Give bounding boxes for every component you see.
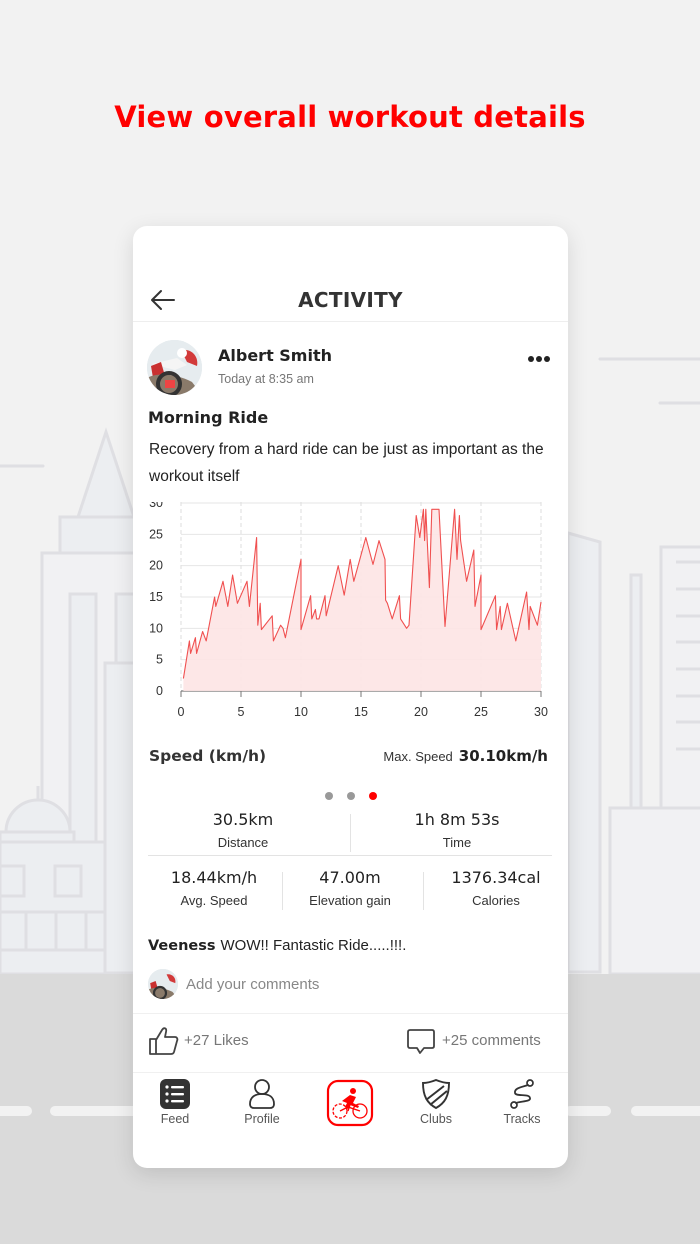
svg-text:0: 0 [178, 705, 185, 719]
comment-author[interactable]: Veeness [148, 938, 216, 954]
pager-dot-2[interactable] [346, 792, 355, 800]
add-comment-input[interactable] [186, 971, 546, 997]
max-speed-value: 30.10km/h [458, 747, 548, 765]
stat-label: Avg. Speed [180, 893, 248, 908]
stat-label: Distance [217, 835, 269, 850]
tab-record-activity[interactable] [315, 1076, 385, 1136]
tab-label: Tracks [503, 1112, 541, 1126]
divider [350, 814, 351, 852]
person-icon [249, 1079, 275, 1109]
carousel-pager [133, 787, 568, 800]
stat-elevation-gain: 47.00m Elevation gain [284, 868, 416, 908]
svg-text:30: 30 [149, 502, 163, 510]
svg-text:0: 0 [156, 684, 163, 698]
more-options-button[interactable] [526, 352, 552, 366]
tab-feed[interactable]: Feed [140, 1076, 210, 1136]
stat-label: Calories [472, 893, 520, 908]
svg-text:25: 25 [149, 527, 163, 541]
tab-label: Feed [160, 1112, 190, 1126]
post-header: Albert Smith Today at 8:35 am [147, 340, 554, 396]
divider [133, 1072, 568, 1073]
shield-icon [422, 1078, 450, 1110]
add-comment-row [148, 969, 553, 1001]
comment: Veeness WOW!! Fantastic Ride.....!!!. [148, 937, 406, 954]
svg-text:5: 5 [238, 705, 245, 719]
comment-text: WOW!! Fantastic Ride.....!!!. [220, 937, 407, 954]
stat-avg-speed: 18.44km/h Avg. Speed [148, 868, 280, 908]
pager-dot-1[interactable] [324, 792, 333, 800]
stat-value: 47.00m [319, 868, 381, 887]
speed-chart: 0 5 10 15 20 25 30 0 5 10 15 20 25 30 [149, 502, 548, 719]
svg-text:15: 15 [149, 590, 163, 604]
arrow-left-icon [151, 290, 175, 310]
app-header: ACTIVITY [133, 282, 568, 322]
svg-text:30: 30 [534, 705, 548, 719]
promo-title: View overall workout details [114, 100, 586, 134]
pager-dot-3-active[interactable] [368, 792, 377, 800]
chart-title: Speed (km/h) [149, 747, 267, 765]
stat-value: 30.5km [212, 810, 274, 829]
likes-count: +27 Likes [184, 1032, 249, 1049]
svg-text:20: 20 [414, 705, 428, 719]
bottom-tab-bar: Feed Profile Clubs [133, 1076, 568, 1136]
svg-text:10: 10 [149, 621, 163, 635]
stat-calories: 1376.34cal Calories [430, 868, 562, 908]
stat-time: 1h 8m 53s Time [362, 810, 552, 850]
stats-row-primary: 30.5km Distance 1h 8m 53s Time [148, 810, 552, 856]
author-name[interactable]: Albert Smith [218, 346, 332, 365]
comments-count: +25 comments [442, 1032, 541, 1049]
cyclist-icon [326, 1079, 374, 1127]
tab-clubs[interactable]: Clubs [401, 1076, 471, 1136]
comments-button[interactable]: +25 comments [406, 1026, 551, 1058]
tab-profile[interactable]: Profile [227, 1076, 297, 1136]
svg-text:5: 5 [156, 653, 163, 667]
route-icon [510, 1079, 534, 1109]
max-speed: Max. Speed 30.10km/h [383, 747, 548, 765]
thumbs-up-icon [149, 1027, 179, 1055]
current-user-avatar [148, 969, 178, 999]
more-horizontal-icon [528, 356, 550, 362]
comment-bubble-icon [407, 1029, 435, 1054]
tab-tracks[interactable]: Tracks [487, 1076, 557, 1136]
list-icon [160, 1079, 190, 1109]
stat-distance: 30.5km Distance [148, 810, 338, 850]
avatar[interactable] [147, 340, 202, 395]
tab-label: Clubs [420, 1112, 452, 1126]
svg-text:25: 25 [474, 705, 488, 719]
stat-label: Elevation gain [309, 893, 391, 908]
stat-value: 1h 8m 53s [414, 810, 500, 829]
stat-value: 1376.34cal [451, 868, 541, 887]
stat-label: Time [442, 835, 472, 850]
svg-text:15: 15 [354, 705, 368, 719]
phone-screen: ACTIVITY Albert Smith Today at 8:35 am M… [133, 226, 568, 1168]
tab-label: Profile [244, 1112, 280, 1126]
back-button[interactable] [149, 286, 177, 314]
cyclist-photo [147, 340, 202, 395]
cyclist-photo [148, 969, 178, 999]
max-speed-label: Max. Speed [383, 749, 453, 764]
activity-title: Morning Ride [148, 408, 269, 427]
stat-value: 18.44km/h [170, 868, 258, 887]
page-title: ACTIVITY [298, 288, 403, 312]
post-timestamp: Today at 8:35 am [218, 372, 314, 386]
activity-description: Recovery from a hard ride can be just as… [149, 441, 544, 485]
svg-text:10: 10 [294, 705, 308, 719]
divider [133, 1013, 568, 1014]
divider [423, 872, 424, 910]
stats-row-secondary: 18.44km/h Avg. Speed 47.00m Elevation ga… [148, 868, 552, 914]
divider [282, 872, 283, 910]
svg-text:20: 20 [149, 559, 163, 573]
